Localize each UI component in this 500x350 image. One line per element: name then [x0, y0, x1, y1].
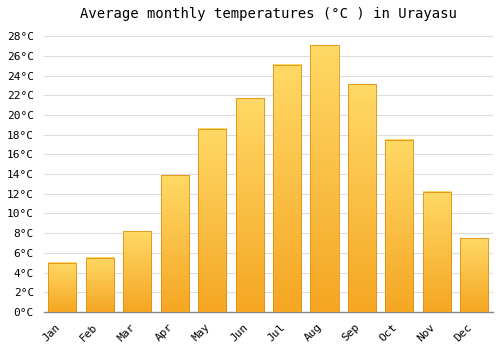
Bar — [348, 84, 376, 312]
Bar — [310, 45, 338, 312]
Bar — [48, 263, 76, 312]
Bar — [236, 98, 264, 312]
Bar — [386, 140, 413, 312]
Bar — [273, 65, 301, 312]
Bar — [198, 129, 226, 312]
Bar — [460, 238, 488, 312]
Title: Average monthly temperatures (°C ) in Urayasu: Average monthly temperatures (°C ) in Ur… — [80, 7, 457, 21]
Bar — [160, 175, 189, 312]
Bar — [123, 231, 152, 312]
Bar — [423, 192, 451, 312]
Bar — [86, 258, 114, 312]
